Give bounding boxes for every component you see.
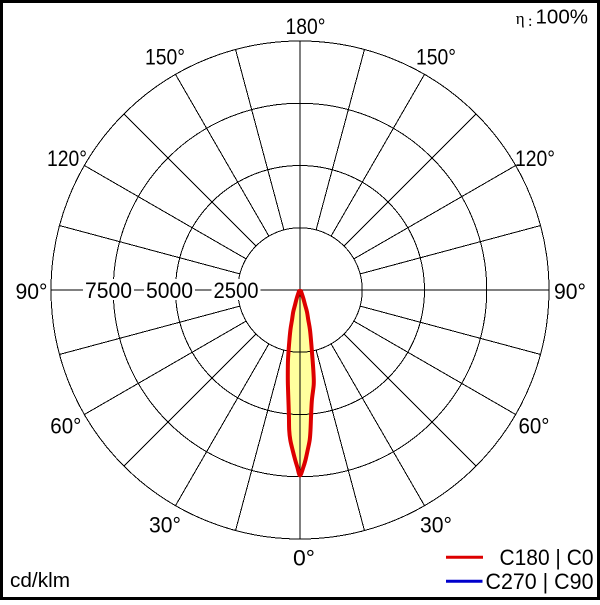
svg-text:180°: 180° [286, 14, 326, 39]
svg-text:60°: 60° [519, 414, 550, 439]
svg-text:cd/klm: cd/klm [10, 570, 70, 592]
svg-text:120°: 120° [515, 146, 555, 171]
svg-text:120°: 120° [47, 146, 87, 171]
svg-text:90°: 90° [554, 279, 586, 304]
svg-text:7500: 7500 [85, 278, 132, 303]
svg-text:30°: 30° [420, 513, 452, 538]
svg-text:60°: 60° [50, 414, 81, 439]
svg-text:2500: 2500 [214, 278, 259, 303]
svg-text::: : [528, 13, 532, 30]
svg-text:100%: 100% [536, 7, 589, 29]
svg-text:C270 | C90: C270 | C90 [486, 569, 594, 594]
svg-text:30°: 30° [149, 513, 181, 538]
svg-text:90°: 90° [16, 279, 48, 304]
svg-text:150°: 150° [416, 45, 456, 70]
svg-text:0°: 0° [293, 546, 315, 571]
svg-text:η: η [516, 9, 525, 28]
svg-text:5000: 5000 [146, 278, 193, 303]
svg-text:C180 | C0: C180 | C0 [500, 545, 594, 570]
svg-text:150°: 150° [145, 45, 185, 70]
